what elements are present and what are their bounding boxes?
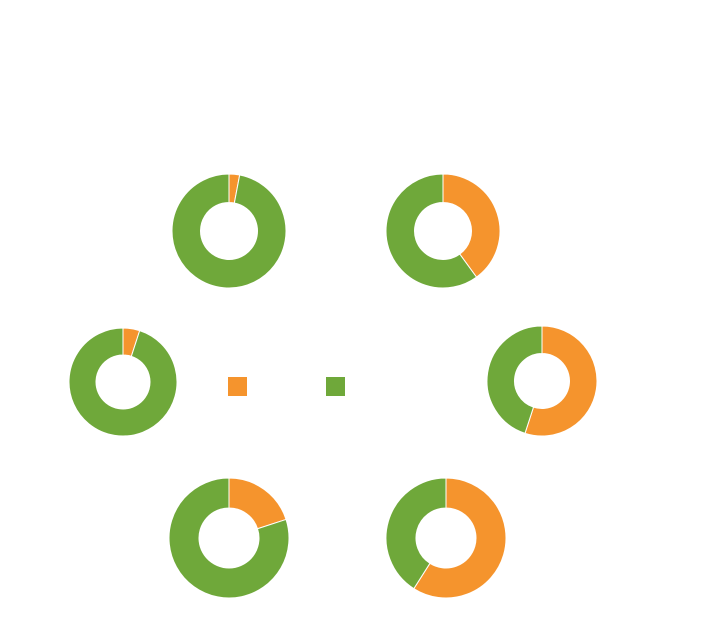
donut-1-slice-green	[171, 173, 287, 289]
donut-6-slice-green	[385, 477, 447, 590]
donut-2-slice-orange	[442, 173, 501, 278]
legend-swatch-green	[326, 377, 345, 396]
donut-3-slice-green	[68, 327, 178, 437]
donut-5-slice-orange	[228, 477, 287, 530]
donut-2-slice-green	[385, 173, 478, 289]
donut-5-slice-green	[168, 477, 290, 599]
donut-4-slice-green	[486, 325, 543, 434]
donut-4-slice-orange	[524, 325, 598, 437]
legend-swatch-orange	[228, 377, 247, 396]
donut-6-slice-orange	[413, 477, 507, 599]
